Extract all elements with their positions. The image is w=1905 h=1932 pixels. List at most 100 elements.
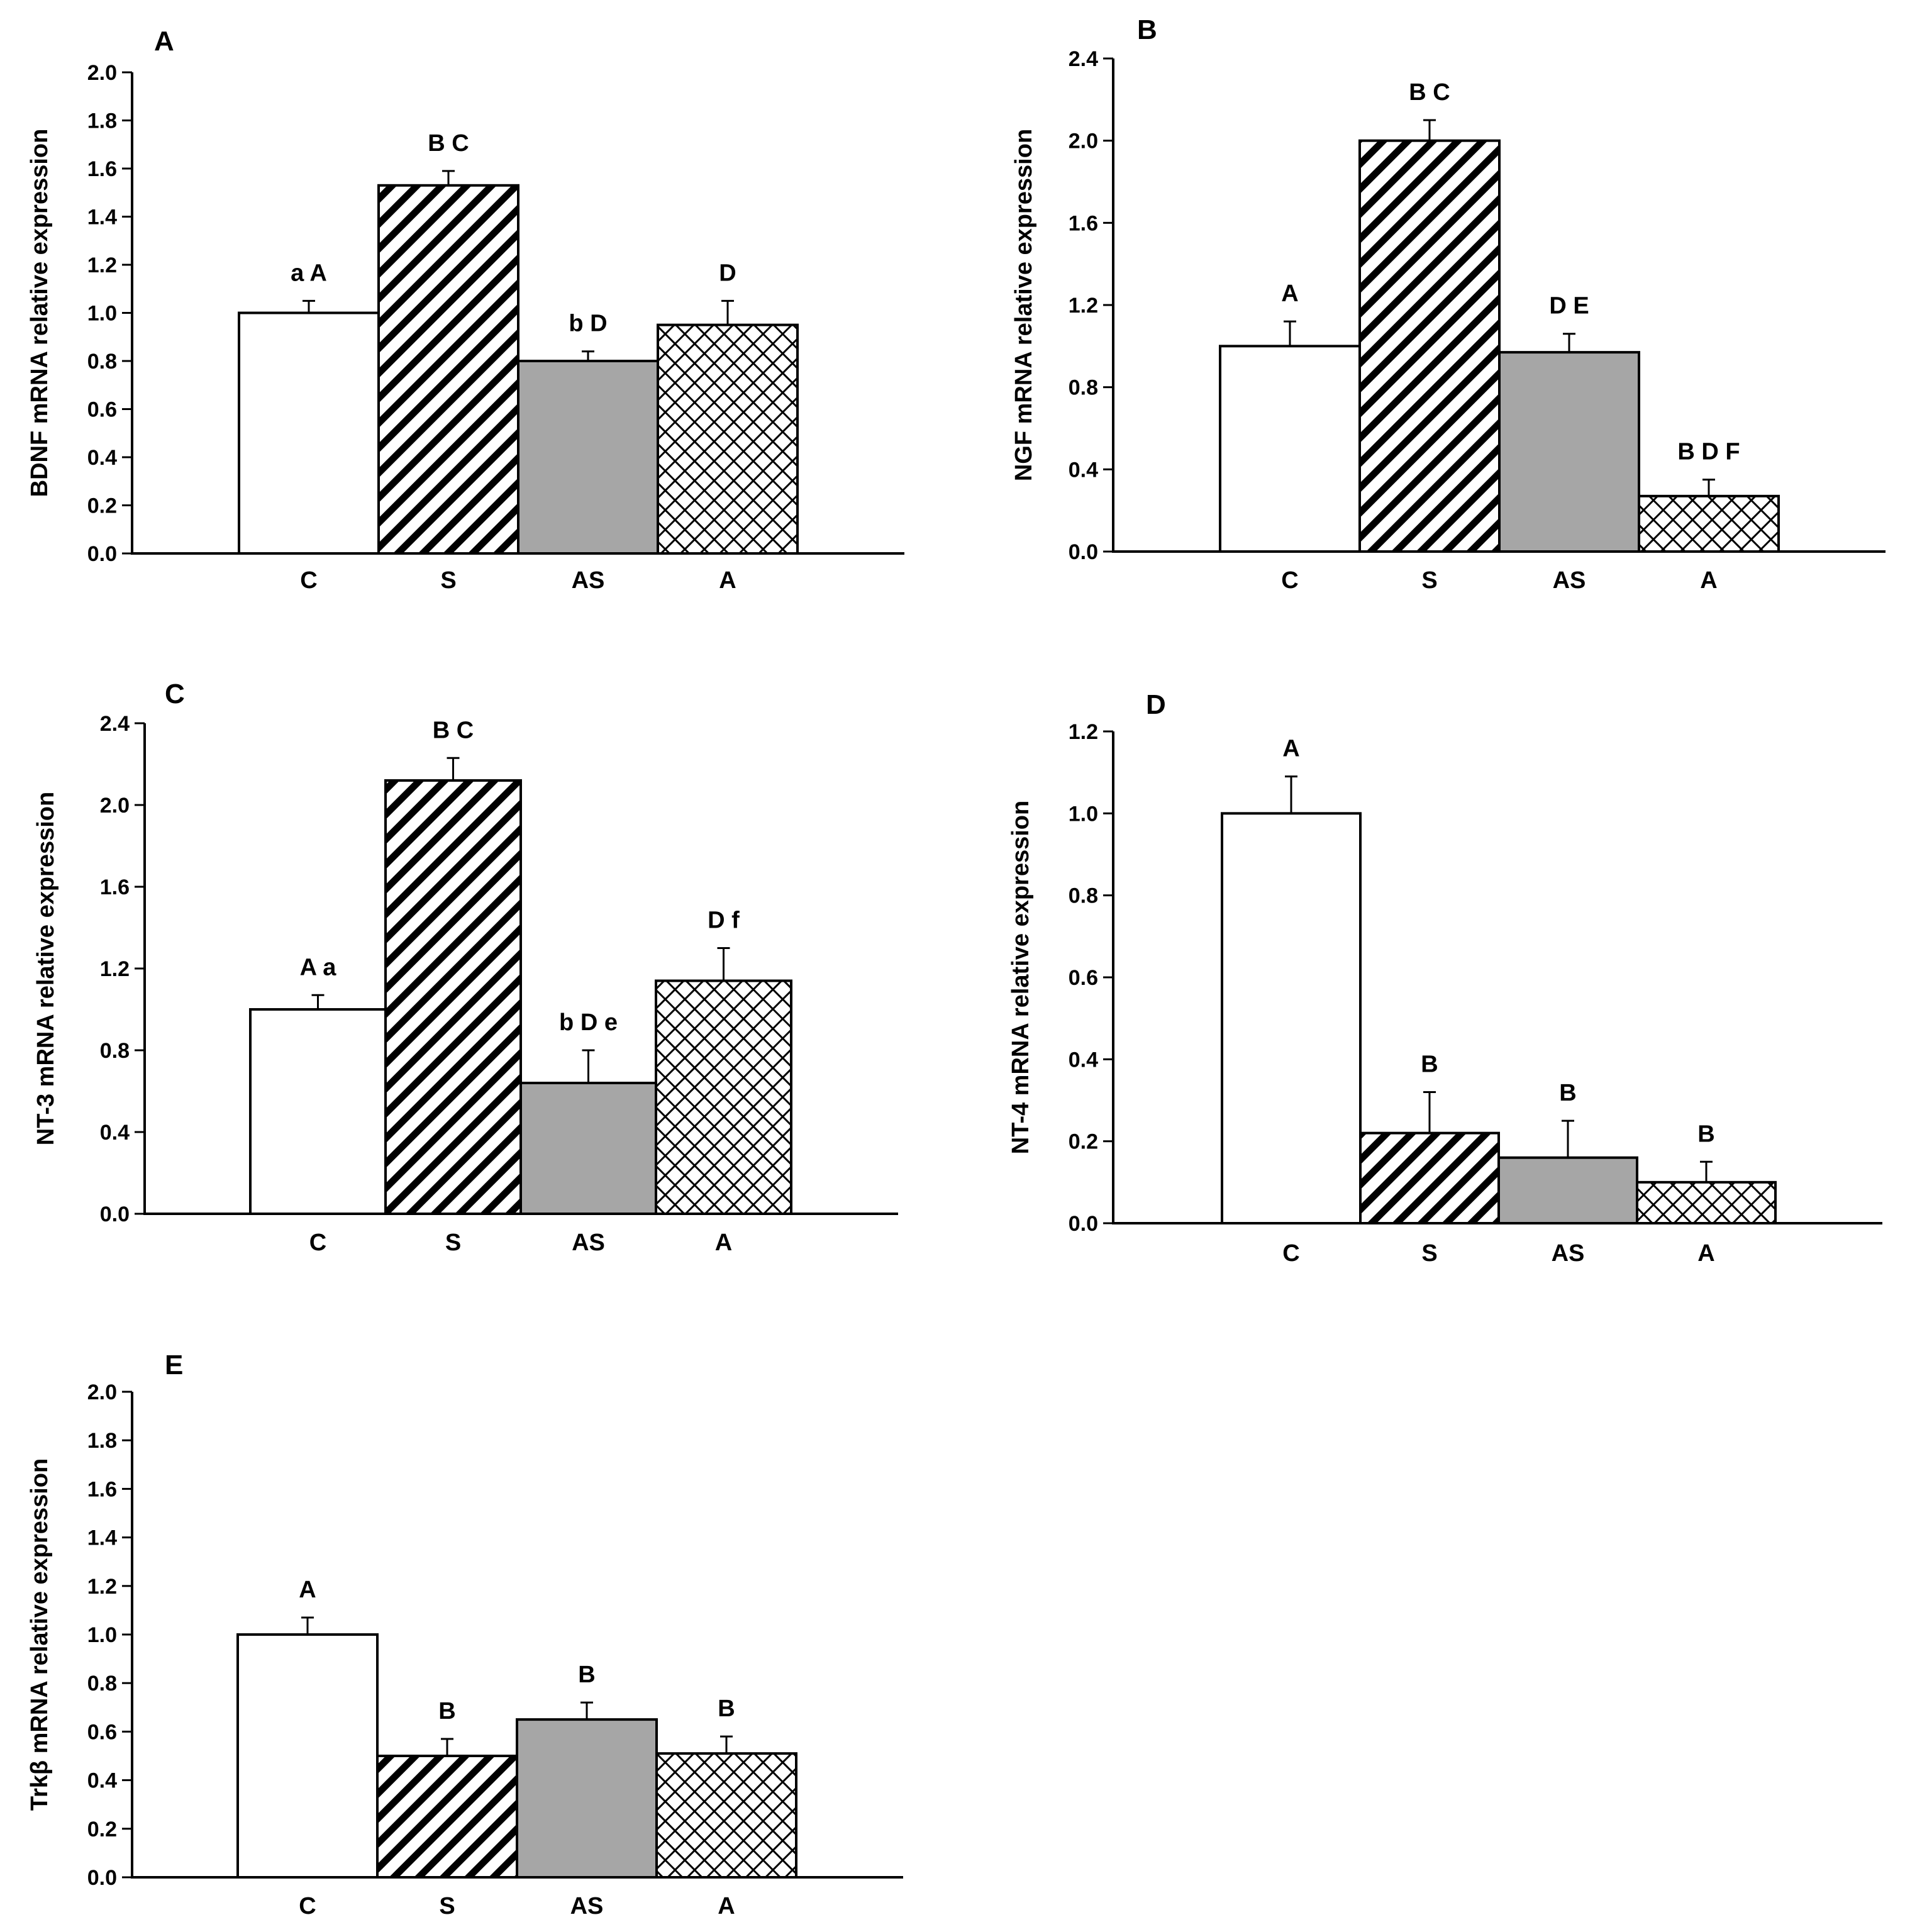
y-tick-label: 0.0 [87, 1866, 117, 1890]
x-category-label: AS [1553, 567, 1586, 594]
x-category-label: AS [1552, 1240, 1585, 1267]
x-category-label: C [299, 1893, 316, 1919]
significance-label: B C [1409, 79, 1450, 106]
y-tick-label: 0.6 [87, 398, 117, 422]
y-tick-label: 1.2 [100, 957, 130, 981]
y-tick-label: 0.6 [87, 1720, 117, 1744]
y-tick-label: 2.0 [87, 61, 117, 85]
y-tick-label: 1.6 [100, 875, 130, 899]
y-tick-label: 0.4 [1069, 1048, 1098, 1072]
y-tick-label: 1.6 [1069, 211, 1098, 235]
significance-label: A [1281, 280, 1298, 307]
y-tick-label: 2.0 [1069, 130, 1098, 153]
y-tick-label: 1.0 [87, 302, 117, 326]
y-tick-label: 1.4 [87, 1526, 117, 1550]
significance-label: b D e [559, 1009, 618, 1036]
y-tick-label: 2.4 [1069, 47, 1098, 71]
chart-panel-A: A BDNF mRNA relative expression 0.0 0.2 0.4 0… [26, 26, 904, 594]
y-tick-label: 0.8 [100, 1039, 130, 1063]
chart-panel-C: C NT-3 mRNA relative expression 0.0 0.4 0.8 1… [33, 679, 898, 1256]
bar-A [1638, 494, 1780, 553]
y-tick-label: 0.2 [87, 494, 117, 518]
bar-S [377, 184, 519, 555]
significance-label: B C [428, 130, 469, 157]
y-axis-label: Trkβ mRNA relative expression [26, 1458, 53, 1811]
bar-S [384, 779, 522, 1215]
y-tick-label: 1.8 [87, 1429, 117, 1453]
y-tick-label: 1.0 [87, 1623, 117, 1647]
significance-label: A [1282, 736, 1299, 762]
y-tick-label: 0.4 [1069, 458, 1098, 482]
y-tick-label: 1.8 [87, 109, 117, 133]
x-category-label: A [715, 1230, 732, 1256]
bar-S [1359, 1131, 1500, 1224]
y-tick-label: 1.0 [1069, 802, 1098, 826]
bar-A [655, 979, 792, 1215]
x-category-label: C [309, 1230, 326, 1256]
significance-label: B [438, 1698, 455, 1724]
significance-label: a A [291, 260, 327, 286]
y-tick-label: 1.2 [1069, 720, 1098, 744]
bar-AS [517, 360, 659, 555]
bar-AS [516, 1718, 658, 1879]
chart-panel-E: E Trkβ mRNA relative expression 0.0 0.2 0.4 0… [26, 1350, 903, 1919]
y-axis-label: BDNF mRNA relative expression [26, 129, 53, 497]
y-axis-label: NT-4 mRNA relative expression [1008, 801, 1034, 1154]
significance-label: B [578, 1662, 595, 1688]
y-tick-label: 0.4 [87, 1769, 117, 1793]
y-tick-label: 2.0 [100, 794, 130, 818]
chart-panel-D: D NT-4 mRNA relative expression 0.0 0.2 0.4 0… [1008, 689, 1882, 1267]
y-tick-label: 1.6 [87, 157, 117, 181]
bar-S [376, 1755, 518, 1879]
y-tick-label: 0.4 [87, 446, 117, 470]
bar-A [1636, 1180, 1777, 1225]
significance-label: A a [300, 954, 337, 980]
x-category-label: A [1700, 567, 1717, 594]
y-tick-label: 0.8 [87, 1672, 117, 1696]
significance-label: A [299, 1577, 316, 1603]
bar-AS [1497, 1156, 1638, 1224]
panel-letter: B [1137, 14, 1157, 45]
y-tick-label: 0.8 [1069, 884, 1098, 908]
panel-letter: C [165, 679, 185, 709]
x-category-label: AS [572, 567, 605, 594]
x-category-label: C [1281, 567, 1298, 594]
y-tick-label: 0.6 [1069, 966, 1098, 990]
significance-label: B [718, 1696, 735, 1722]
significance-label: B C [433, 717, 474, 743]
significance-label: B [1697, 1121, 1714, 1147]
x-category-label: S [1421, 1240, 1437, 1267]
y-tick-label: 1.2 [87, 253, 117, 277]
y-tick-label: 0.0 [87, 542, 117, 566]
y-tick-label: 1.2 [1069, 294, 1098, 318]
x-category-label: AS [572, 1230, 605, 1256]
y-tick-label: 0.0 [1069, 540, 1098, 564]
x-category-label: S [440, 567, 456, 594]
x-category-label: S [439, 1893, 455, 1919]
bar-A [655, 1752, 797, 1879]
x-category-label: S [1421, 567, 1437, 594]
significance-label: D E [1549, 293, 1589, 319]
y-tick-label: 0.4 [100, 1121, 130, 1145]
significance-label: D [719, 260, 736, 286]
significance-label: B [1559, 1080, 1576, 1106]
y-tick-label: 0.0 [100, 1202, 130, 1226]
bar-C [238, 311, 380, 555]
y-tick-label: 0.8 [1069, 376, 1098, 400]
significance-label: B [1421, 1051, 1438, 1077]
y-tick-label: 0.0 [1069, 1212, 1098, 1236]
x-category-label: C [300, 567, 317, 594]
significance-label: b D [569, 311, 607, 337]
y-tick-label: 0.2 [1069, 1130, 1098, 1154]
significance-label: D f [708, 908, 740, 934]
x-category-label: A [1697, 1240, 1714, 1267]
bar-C [1219, 345, 1361, 553]
x-category-label: S [445, 1230, 461, 1256]
bar-C [236, 1633, 379, 1879]
y-axis-label: NT-3 mRNA relative expression [33, 792, 59, 1145]
panel-letter: D [1146, 689, 1166, 720]
x-category-label: C [1282, 1240, 1299, 1267]
panel-letter: A [154, 26, 174, 57]
significance-label: B D F [1677, 439, 1740, 465]
